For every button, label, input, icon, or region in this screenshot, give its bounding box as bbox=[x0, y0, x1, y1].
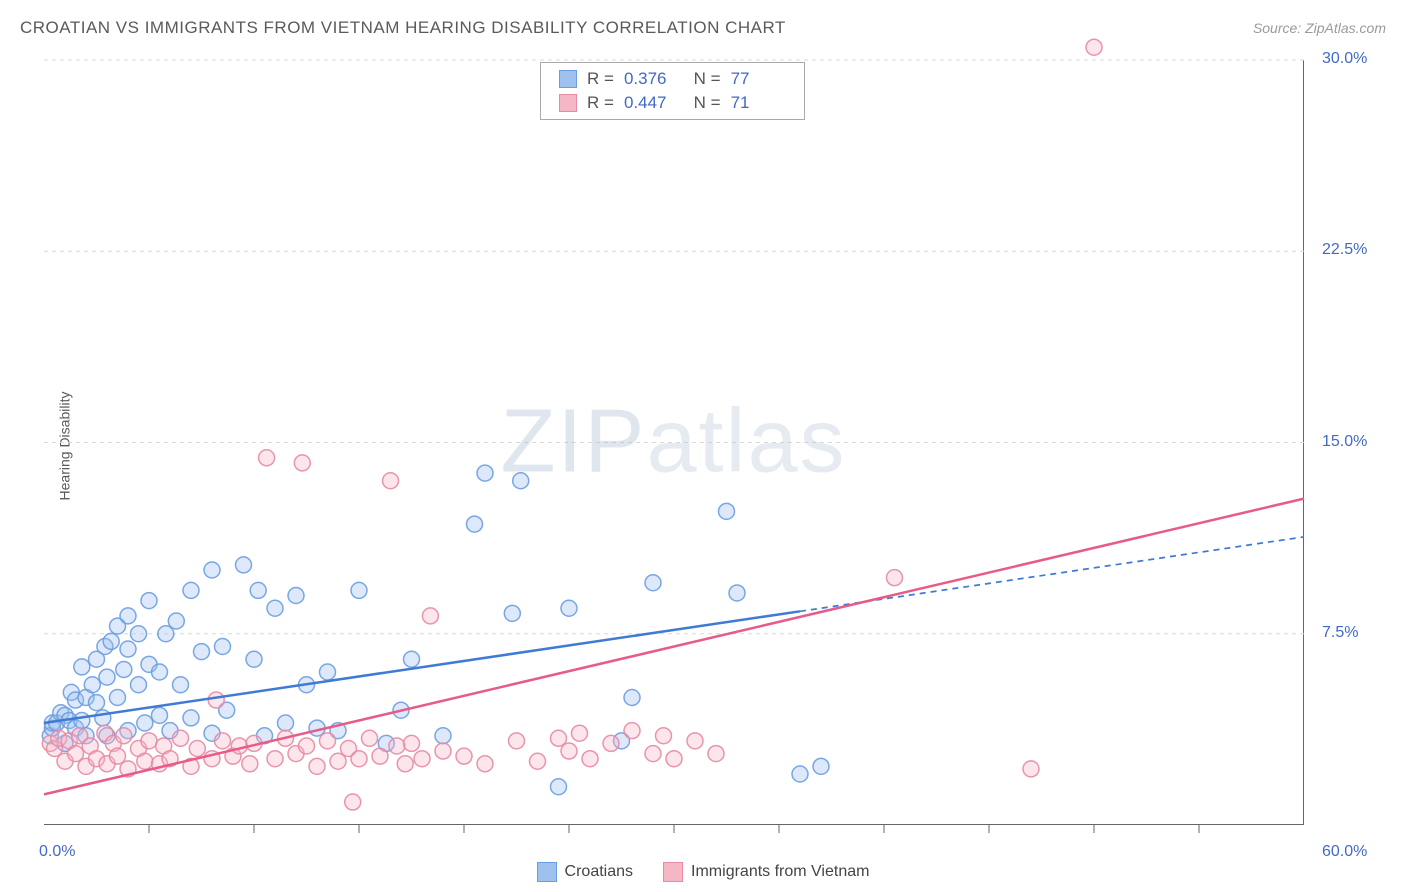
legend-label: Croatians bbox=[565, 863, 633, 881]
y-tick-label: 7.5% bbox=[1322, 624, 1358, 642]
legend-item: Immigrants from Vietnam bbox=[663, 862, 869, 882]
stat-r-label: R = bbox=[587, 93, 614, 113]
legend-label: Immigrants from Vietnam bbox=[691, 863, 869, 881]
stats-box: R = 0.376 N = 77 R = 0.447 N = 71 bbox=[540, 62, 805, 120]
stat-n-label: N = bbox=[689, 69, 721, 89]
source-attribution: Source: ZipAtlas.com bbox=[1253, 20, 1386, 36]
legend-item: Croatians bbox=[537, 862, 633, 882]
x-tick-label: 0.0% bbox=[39, 843, 75, 861]
chart-title: CROATIAN VS IMMIGRANTS FROM VIETNAM HEAR… bbox=[20, 18, 786, 38]
stats-row: R = 0.376 N = 77 bbox=[559, 67, 786, 91]
stat-r-label: R = bbox=[587, 69, 614, 89]
legend: Croatians Immigrants from Vietnam bbox=[0, 862, 1406, 882]
legend-swatch bbox=[663, 862, 683, 882]
y-tick-label: 22.5% bbox=[1322, 241, 1367, 259]
stat-r-value: 0.447 bbox=[624, 93, 679, 113]
y-tick-label: 30.0% bbox=[1322, 50, 1367, 68]
stat-swatch bbox=[559, 94, 577, 112]
stat-n-value: 71 bbox=[731, 93, 786, 113]
y-tick-label: 15.0% bbox=[1322, 433, 1367, 451]
stat-r-value: 0.376 bbox=[624, 69, 679, 89]
stat-n-label: N = bbox=[689, 93, 721, 113]
x-tick-label: 60.0% bbox=[1322, 843, 1367, 861]
stats-row: R = 0.447 N = 71 bbox=[559, 91, 786, 115]
legend-swatch bbox=[537, 862, 557, 882]
plot-area: ZIPatlas bbox=[44, 60, 1304, 825]
stat-swatch bbox=[559, 70, 577, 88]
stat-n-value: 77 bbox=[731, 69, 786, 89]
